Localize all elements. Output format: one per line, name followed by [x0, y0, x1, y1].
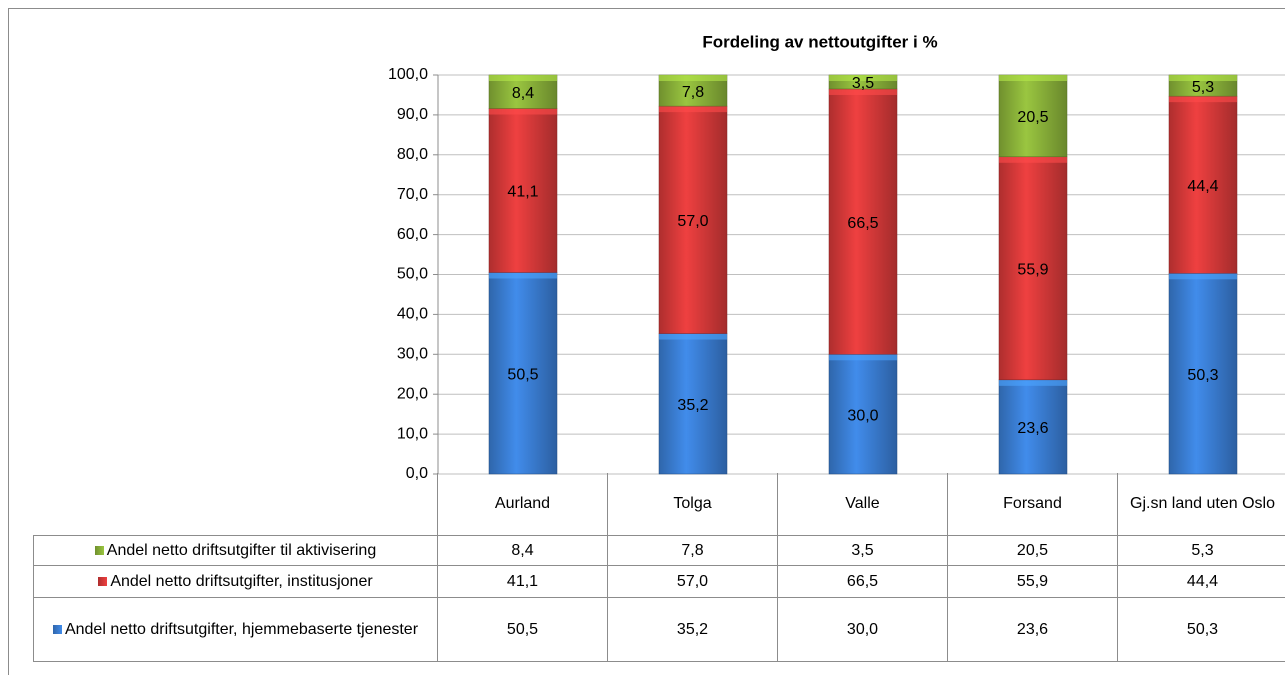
bar-segment: [658, 333, 728, 475]
data-label: 7,8: [682, 84, 704, 101]
table-cell: 30,0: [777, 597, 948, 662]
bar-cap: [829, 88, 897, 95]
bar-cap: [999, 75, 1067, 81]
data-label: 35,2: [677, 397, 708, 414]
bar-segment: [828, 354, 898, 475]
chart-frame: [8, 8, 1285, 675]
bar-cap: [489, 272, 557, 279]
y-tick-label: 0,0: [406, 465, 428, 482]
bar-segment: [1168, 273, 1238, 475]
legend-entry: Andel netto driftsutgifter, institusjone…: [33, 565, 438, 598]
bar-cap: [829, 75, 897, 81]
table-cell: 55,9: [947, 565, 1118, 598]
data-label: 57,0: [677, 213, 708, 230]
legend-label: Andel netto driftsutgifter, hjemmebasert…: [64, 620, 419, 638]
bar-cap: [1169, 75, 1237, 81]
table-cell: 35,2: [607, 597, 778, 662]
legend-label: Andel netto driftsutgifter, institusjone…: [110, 572, 373, 590]
table-cell: 20,5: [947, 535, 1118, 566]
legend-swatch: [52, 625, 62, 635]
y-tick-label: 30,0: [397, 346, 428, 363]
data-label: 55,9: [1017, 262, 1048, 279]
table-cell: 57,0: [607, 565, 778, 598]
chart-title: Fordeling av nettoutgifter i %: [702, 32, 937, 51]
y-tick-label: 100,0: [388, 66, 428, 83]
data-label: 50,3: [1187, 367, 1218, 384]
bar-cap: [659, 333, 727, 340]
category-header: Gj.sn land uten Oslo: [1117, 473, 1285, 536]
table-cell: 50,3: [1117, 597, 1285, 662]
bar-cap: [1169, 96, 1237, 103]
legend-label: Andel netto driftsutgifter til aktiviser…: [106, 541, 377, 559]
data-label: 50,5: [507, 366, 538, 383]
y-tick-label: 80,0: [397, 146, 428, 163]
legend-swatch: [98, 577, 108, 587]
bar-cap: [659, 75, 727, 81]
bar-segment: [998, 156, 1068, 381]
y-tick-label: 20,0: [397, 385, 428, 402]
data-label: 8,4: [512, 85, 534, 102]
bar-cap: [999, 379, 1067, 386]
data-label: 41,1: [507, 184, 538, 201]
bar-segment: [658, 105, 728, 334]
bar-segment: [488, 272, 558, 475]
table-cell: 41,1: [437, 565, 608, 598]
bar-segment: [828, 88, 898, 355]
data-label: 66,5: [847, 215, 878, 232]
table-cell: 23,6: [947, 597, 1118, 662]
y-tick-label: 40,0: [397, 306, 428, 323]
bar-cap: [489, 75, 557, 81]
table-cell: 3,5: [777, 535, 948, 566]
y-tick-label: 50,0: [397, 266, 428, 283]
y-tick-label: 90,0: [397, 106, 428, 123]
bar-cap: [829, 354, 897, 361]
data-label: 3,5: [852, 75, 874, 92]
legend-entry: Andel netto driftsutgifter til aktiviser…: [33, 535, 438, 566]
data-label: 44,4: [1187, 178, 1218, 195]
bar-segment: [1168, 95, 1238, 274]
table-cell: 8,4: [437, 535, 608, 566]
legend-swatch: [94, 546, 104, 556]
table-cell: 5,3: [1117, 535, 1285, 566]
table-cell: 44,4: [1117, 565, 1285, 598]
y-tick-label: 70,0: [397, 186, 428, 203]
bar-cap: [999, 156, 1067, 163]
bar-cap: [659, 106, 727, 113]
y-tick-label: 10,0: [397, 425, 428, 442]
category-header: Tolga: [607, 473, 778, 536]
data-label: 20,5: [1017, 109, 1048, 126]
category-header: Forsand: [947, 473, 1118, 536]
data-label: 23,6: [1017, 420, 1048, 437]
bar-cap: [1169, 273, 1237, 280]
table-cell: 66,5: [777, 565, 948, 598]
data-label: 5,3: [1192, 79, 1214, 96]
category-header: Aurland: [437, 473, 608, 536]
bar-segment: [998, 74, 1068, 158]
bar-cap: [489, 108, 557, 115]
data-label: 30,0: [847, 407, 878, 424]
legend-entry: Andel netto driftsutgifter, hjemmebasert…: [33, 597, 438, 662]
y-tick-label: 60,0: [397, 226, 428, 243]
bar-segment: [488, 108, 558, 273]
table-cell: 7,8: [607, 535, 778, 566]
category-header: Valle: [777, 473, 948, 536]
table-cell: 50,5: [437, 597, 608, 662]
